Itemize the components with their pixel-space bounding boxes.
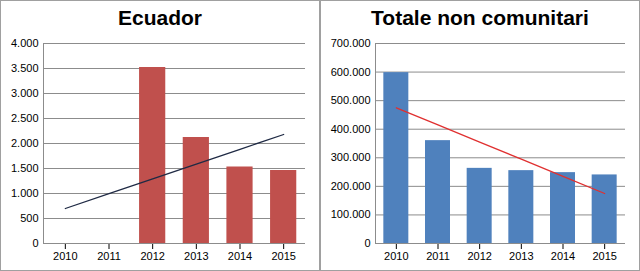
svg-text:2012: 2012 [140,250,164,262]
svg-text:700.000: 700.000 [331,37,371,49]
svg-text:2.500: 2.500 [11,112,39,124]
svg-text:500.000: 500.000 [331,94,371,106]
svg-text:2010: 2010 [53,250,77,262]
svg-text:2014: 2014 [551,250,575,262]
svg-text:2012: 2012 [467,250,491,262]
svg-text:600.000: 600.000 [331,66,371,78]
svg-text:3.000: 3.000 [11,87,39,99]
svg-text:2013: 2013 [184,250,208,262]
svg-text:0: 0 [32,237,38,249]
svg-text:2013: 2013 [509,250,533,262]
svg-text:3.500: 3.500 [11,62,39,74]
svg-text:500: 500 [20,212,38,224]
svg-text:1.000: 1.000 [11,187,39,199]
html-text:Ecuador: Ecuador [118,6,202,29]
svg-text:1.500: 1.500 [11,162,39,174]
svg-text:300.000: 300.000 [331,151,371,163]
svg-text:0: 0 [364,237,370,249]
svg-text:2.000: 2.000 [11,137,39,149]
svg-text:2015: 2015 [592,250,616,262]
svg-text:2010: 2010 [384,250,408,262]
svg-text:400.000: 400.000 [331,123,371,135]
svg-text:100.000: 100.000 [331,208,371,220]
svg-text:200.000: 200.000 [331,180,371,192]
svg-text:2011: 2011 [426,250,450,262]
html-text:Totale non comunitari: Totale non comunitari [371,6,589,29]
svg-text:2011: 2011 [97,250,121,262]
svg-text:2014: 2014 [228,250,252,262]
svg-text:2015: 2015 [271,250,295,262]
svg-text:4.000: 4.000 [11,37,39,49]
